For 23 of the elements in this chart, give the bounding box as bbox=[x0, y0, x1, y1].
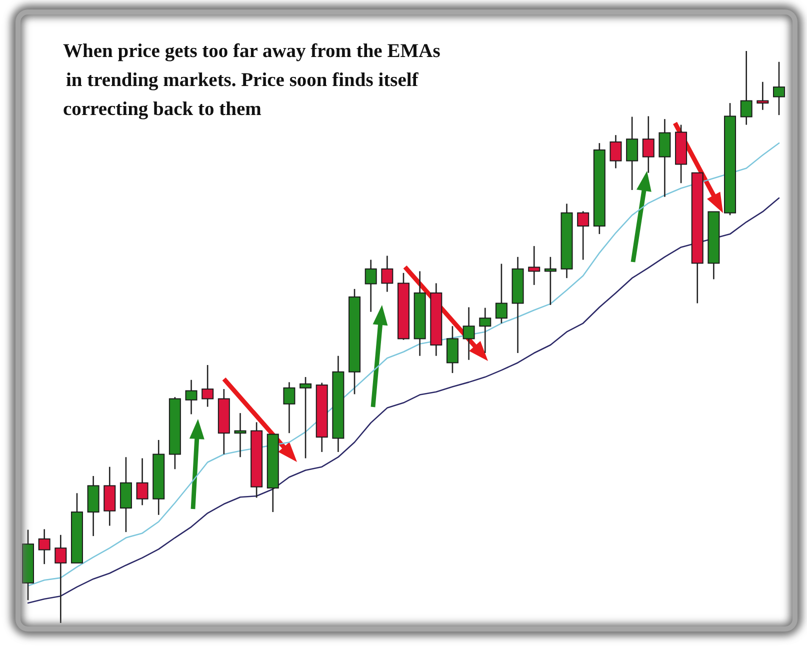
candlestick bbox=[202, 364, 214, 408]
candlestick bbox=[528, 245, 540, 286]
candlestick bbox=[610, 134, 622, 169]
candlestick bbox=[283, 382, 296, 434]
candlestick bbox=[577, 210, 590, 260]
annotation: When price gets too far away from the EMAs in trending markets. Price soon finds itself correcting back to them bbox=[63, 41, 441, 120]
candlestick bbox=[462, 306, 475, 361]
candlestick bbox=[626, 116, 638, 191]
candlestick bbox=[54, 534, 67, 624]
candlestick bbox=[364, 259, 377, 312]
candlestick bbox=[300, 376, 312, 459]
candlestick bbox=[544, 256, 556, 306]
candlestick bbox=[136, 458, 148, 506]
candlestick bbox=[773, 61, 785, 116]
candlestick bbox=[38, 528, 50, 565]
candlestick bbox=[185, 379, 198, 415]
candlestick bbox=[756, 81, 769, 111]
candlestick bbox=[381, 255, 394, 292]
candlestick bbox=[495, 263, 508, 324]
candlestick bbox=[642, 116, 654, 174]
candlestick bbox=[479, 307, 492, 354]
candlestick bbox=[234, 412, 246, 458]
candlestick bbox=[740, 50, 752, 126]
